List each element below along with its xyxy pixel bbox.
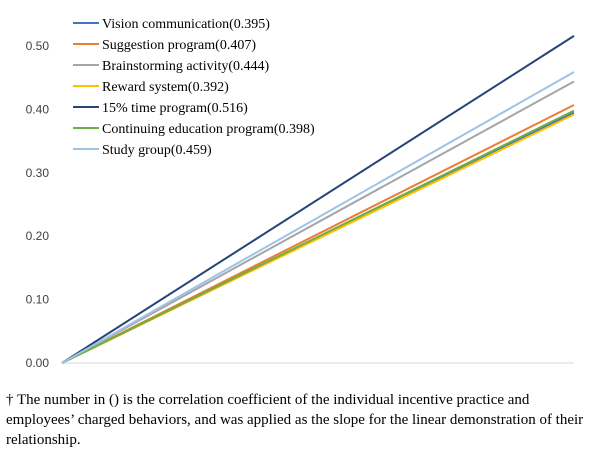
series-line-3: [61, 80, 575, 364]
y-tick-label: 0.50: [26, 39, 50, 53]
legend-label-5: 15% time program(0.516): [102, 101, 248, 116]
y-tick-label: 0.20: [26, 229, 50, 243]
series-line-5: [61, 35, 575, 364]
y-tick-label: 0.40: [26, 102, 50, 116]
legend-label-1: Vision communication(0.395): [102, 17, 270, 32]
legend-label-4: Reward system(0.392): [102, 80, 229, 95]
y-tick-label: 0.00: [26, 356, 50, 370]
series-line-7: [61, 71, 575, 364]
y-tick-label: 0.10: [26, 293, 50, 307]
chart: 0.00 0.10 0.20 0.30 0.40 0.50 Vision communica…: [26, 17, 575, 370]
legend-label-2: Suggestion program(0.407): [102, 38, 256, 53]
chart-footnote: † The number in () is the correlation co…: [6, 392, 584, 448]
legend-label-3: Brainstorming activity(0.444): [102, 59, 270, 74]
y-tick-label: 0.30: [26, 166, 50, 180]
legend-label-6: Continuing education program(0.398): [102, 122, 315, 137]
line-chart: 0.00 0.10 0.20 0.30 0.40 0.50 Vision communica…: [26, 17, 575, 370]
series-line-6: [61, 109, 575, 364]
legend-label-7: Study group(0.459): [102, 143, 212, 158]
